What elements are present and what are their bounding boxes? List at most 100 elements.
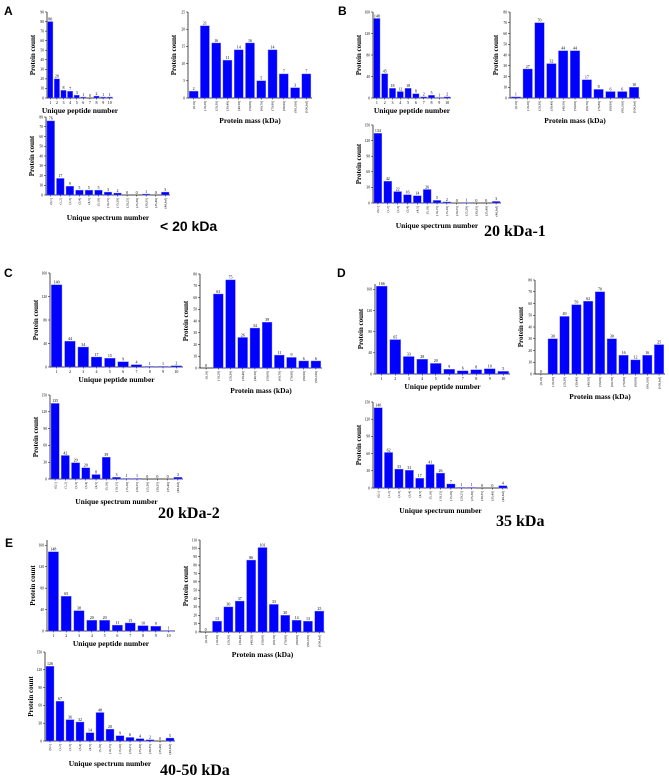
- bar: [310, 360, 321, 369]
- x-tick-label: (15,20]: [445, 206, 450, 216]
- x-tick-label: (70,80]: [290, 371, 295, 381]
- y-tick-label: 40: [528, 325, 532, 329]
- y-tick-label: 30: [366, 469, 370, 473]
- x-tick-label: (60,70]: [272, 635, 277, 645]
- bar-value-label: 3: [116, 472, 118, 477]
- y-tick-label: 10: [503, 86, 507, 90]
- y-tick-label: 90: [366, 155, 370, 159]
- x-tick-label: (0,10]: [539, 377, 544, 385]
- bar: [67, 91, 73, 99]
- x-tick-label: (0,1]: [53, 482, 58, 489]
- bar-value-label: 5: [169, 733, 171, 738]
- bar: [65, 719, 75, 742]
- bar: [157, 366, 169, 368]
- y-tick-label: 40: [40, 608, 44, 612]
- x-tick-label: (30,35]: [144, 198, 149, 208]
- y-tick-label: 30: [528, 337, 532, 341]
- y-tick-label: 0: [195, 366, 197, 370]
- bar-value-label: 2: [423, 92, 425, 97]
- bar: [546, 63, 557, 99]
- y-tick-label: 0: [42, 629, 44, 633]
- bar: [113, 192, 122, 196]
- bar: [103, 191, 113, 196]
- panel-letter-c: C: [4, 266, 13, 280]
- bar-value-label: 33: [397, 464, 401, 469]
- y-tick-label: 70: [193, 284, 197, 288]
- bar: [50, 403, 60, 480]
- x-tick-label: (90,100]: [293, 101, 298, 113]
- bar: [170, 365, 182, 368]
- x-tick-label: (40,Inf]: [501, 491, 506, 501]
- x-tick-label: (0,1]: [376, 206, 381, 213]
- y-tick-label: 0: [42, 96, 44, 100]
- bar-value-label: 1: [136, 473, 138, 478]
- bar-value-label: 13: [306, 616, 310, 621]
- x-tick-label: (2,3]: [74, 482, 79, 489]
- bar-value-label: 1: [102, 92, 104, 97]
- x-tick-label: 8: [431, 100, 433, 105]
- bar: [456, 487, 466, 489]
- y-tick-label: 0: [368, 96, 370, 100]
- x-tick-label: 2: [394, 376, 396, 381]
- y-tick-label: 70: [40, 29, 44, 33]
- y-tick-label: 10: [193, 622, 197, 626]
- y-tick-label: 150: [42, 393, 48, 397]
- bar: [256, 80, 266, 99]
- y-tick-label: 80: [366, 53, 370, 57]
- x-tick-label: 3: [63, 100, 65, 105]
- bar-value-label: 30: [610, 334, 614, 339]
- bar: [144, 366, 156, 368]
- y-tick-label: 0: [45, 365, 47, 369]
- y-tick-label: 60: [193, 296, 197, 300]
- x-tick-label: 4: [96, 369, 98, 374]
- y-axis-label: Protein count: [29, 34, 37, 75]
- x-tick-label: 6: [116, 633, 118, 638]
- x-tick-label: (0,1]: [49, 198, 54, 205]
- bar: [125, 737, 135, 742]
- x-axis-label: Protein mass (kDa): [219, 116, 281, 125]
- bar-value-label: 44: [68, 336, 72, 341]
- bar: [246, 559, 256, 633]
- bar: [211, 42, 221, 99]
- x-tick-label: 10: [108, 100, 112, 105]
- bar: [73, 610, 85, 632]
- y-tick-label: 0: [505, 96, 507, 100]
- bar-value-label: 5: [431, 90, 433, 95]
- bar-value-label: 0: [156, 474, 158, 479]
- x-axis-label: Unique spectrum number: [75, 497, 158, 506]
- bar: [222, 59, 233, 99]
- bar: [212, 620, 222, 633]
- bar: [81, 467, 91, 480]
- x-tick-label: (30,35]: [148, 744, 153, 754]
- x-tick-label: (10,20]: [526, 101, 531, 111]
- y-tick-label: 80: [40, 20, 44, 24]
- x-tick-label: (30,35]: [156, 482, 161, 492]
- bar: [257, 547, 268, 633]
- bar: [93, 95, 100, 99]
- bar-value-label: 26: [241, 332, 245, 337]
- x-tick-label: (3,4]: [78, 744, 83, 751]
- bar-value-label: 3: [177, 472, 179, 477]
- x-tick-label: (5,10]: [104, 482, 109, 490]
- x-tick-label: (10,20]: [551, 377, 556, 387]
- y-tick-label: 40: [368, 351, 372, 355]
- x-tick-label: (4,5]: [88, 744, 93, 751]
- x-tick-label: (90,100]: [314, 371, 319, 383]
- bar-value-label: 7: [69, 86, 71, 91]
- x-tick-label: (20,30]: [214, 101, 219, 111]
- x-axis-label: Unique peptide number: [42, 106, 119, 115]
- bar-value-label: 65: [64, 591, 68, 596]
- y-tick-label: 30: [38, 722, 42, 726]
- bar: [95, 712, 105, 742]
- y-tick-label: 60: [528, 302, 532, 306]
- bar-value-label: 18: [391, 83, 395, 88]
- x-tick-label: (1,2]: [386, 206, 391, 213]
- x-tick-label: (0,1]: [48, 744, 53, 751]
- bar-value-label: 16: [645, 350, 649, 355]
- bar: [389, 88, 396, 99]
- bar-value-label: 4: [139, 733, 141, 738]
- bar: [381, 73, 389, 99]
- y-tick-label: 0: [195, 630, 197, 634]
- x-tick-label: (20,25]: [125, 198, 130, 208]
- x-tick-label: (60,70]: [259, 101, 264, 111]
